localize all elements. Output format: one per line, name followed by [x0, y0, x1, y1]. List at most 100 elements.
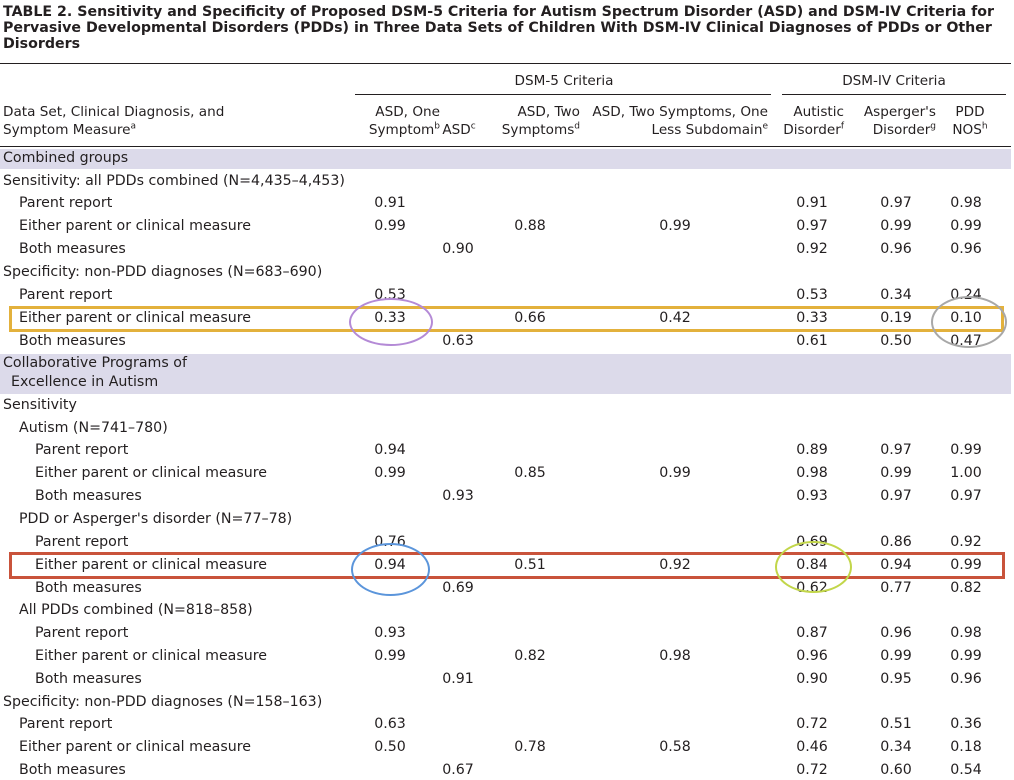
cell-autistic-disorder: 0.72 — [796, 762, 828, 778]
col-header-asd-two-symptoms-one-less-subdomain: Less Subdomaine — [651, 121, 768, 138]
cell-aspergers-disorder: 0.99 — [880, 218, 912, 234]
highlight-oval-green — [775, 541, 852, 593]
cell-asd: 0.69 — [442, 580, 474, 596]
cell-aspergers-disorder: 0.19 — [880, 310, 912, 326]
group-header-row — [0, 149, 1011, 169]
row-label: Both measures — [35, 580, 142, 596]
cell-pdd-nos: 0.18 — [950, 739, 982, 755]
section-label: Autism (N=741–780) — [19, 420, 168, 436]
cell-pdd-nos: 0.54 — [950, 762, 982, 778]
cell-pdd-nos: 0.99 — [950, 218, 982, 234]
cell-asd-one-symptom: 0.50 — [374, 739, 406, 755]
highlight-oval-purple — [349, 298, 433, 346]
cell-aspergers-disorder: 0.34 — [880, 739, 912, 755]
cell-autistic-disorder: 0.87 — [796, 625, 828, 641]
row-label: Either parent or clinical measure — [35, 648, 268, 664]
group-label-line2: Excellence in Autism — [11, 374, 159, 390]
cell-asd-two-symptoms-one-less-subdomain: 0.58 — [659, 739, 691, 755]
cell-autistic-disorder: 0.33 — [796, 310, 828, 326]
cell-asd-one-symptom: 0.99 — [374, 465, 406, 481]
cell-autistic-disorder: 0.98 — [796, 465, 828, 481]
header-bottom-rule — [0, 146, 1011, 147]
row-header-line1: Data Set, Clinical Diagnosis, and — [3, 104, 225, 120]
section-label: Sensitivity — [3, 397, 77, 413]
cell-pdd-nos: 0.99 — [950, 648, 982, 664]
cell-asd-two-symptoms: 0.51 — [514, 557, 546, 573]
cell-asd-one-symptom: 0.94 — [374, 442, 406, 458]
cell-asd-one-symptom: 0.99 — [374, 218, 406, 234]
cell-autistic-disorder: 0.97 — [796, 218, 828, 234]
cell-pdd-nos: 0.97 — [950, 488, 982, 504]
cell-asd-two-symptoms-one-less-subdomain: 0.98 — [659, 648, 691, 664]
cell-aspergers-disorder: 0.95 — [880, 671, 912, 687]
highlight-oval-gray — [931, 296, 1007, 348]
col-header-aspergers-disorder-line1: Asperger's — [863, 104, 936, 120]
cell-asd-two-symptoms-one-less-subdomain: 0.99 — [659, 218, 691, 234]
cell-aspergers-disorder: 0.94 — [880, 557, 912, 573]
cell-asd: 0.63 — [442, 333, 474, 349]
cell-autistic-disorder: 0.89 — [796, 442, 828, 458]
group-label: Combined groups — [3, 150, 129, 166]
col-header-aspergers-disorder: Disorderg — [872, 121, 936, 138]
cell-pdd-nos: 0.36 — [950, 716, 982, 732]
cell-pdd-nos: 0.98 — [950, 195, 982, 211]
col-header-autistic-disorder: Disorderf — [783, 121, 844, 138]
cell-autistic-disorder: 0.61 — [796, 333, 828, 349]
row-label: Parent report — [19, 716, 113, 732]
row-label: Parent report — [35, 534, 129, 550]
col-header-asd-one-symptom: Symptomb — [368, 121, 440, 138]
dsm4-underline — [782, 94, 1006, 95]
group-header-row — [0, 354, 1011, 394]
cell-asd-two-symptoms: 0.78 — [514, 739, 546, 755]
cell-asd-one-symptom: 0.93 — [374, 625, 406, 641]
row-label: Either parent or clinical measure — [19, 739, 252, 755]
cell-asd: 0.91 — [442, 671, 474, 687]
top-rule — [0, 63, 1011, 64]
cell-pdd-nos: 0.98 — [950, 625, 982, 641]
col-header-asd-two-symptoms-one-less-subdomain-line1: ASD, Two Symptoms, One — [592, 104, 768, 120]
section-label: Sensitivity: all PDDs combined (N=4,435–… — [3, 173, 345, 189]
row-label: Both measures — [35, 671, 142, 687]
cell-autistic-disorder: 0.96 — [796, 648, 828, 664]
cell-asd-one-symptom: 0.99 — [374, 648, 406, 664]
cell-autistic-disorder: 0.93 — [796, 488, 828, 504]
cell-pdd-nos: 0.92 — [950, 534, 982, 550]
table-title: TABLE 2. Sensitivity and Specificity of … — [3, 4, 995, 52]
cell-autistic-disorder: 0.91 — [796, 195, 828, 211]
row-header-line2: Symptom Measurea — [3, 121, 137, 138]
row-label: Either parent or clinical measure — [19, 218, 252, 234]
group-header-dsm5: DSM-5 Criteria — [514, 73, 614, 89]
cell-asd-two-symptoms-one-less-subdomain: 0.92 — [659, 557, 691, 573]
cell-asd-two-symptoms: 0.66 — [514, 310, 546, 326]
cell-asd-one-symptom: 0.63 — [374, 716, 406, 732]
row-label: Both measures — [19, 333, 126, 349]
cell-pdd-nos: 0.99 — [950, 557, 982, 573]
cell-aspergers-disorder: 0.99 — [880, 648, 912, 664]
col-header-autistic-disorder-line1: Autistic — [793, 104, 844, 120]
row-label: Either parent or clinical measure — [35, 465, 268, 481]
row-label: Parent report — [19, 195, 113, 211]
col-header-asd-one-symptom-line1: ASD, One — [375, 104, 440, 120]
row-label: Both measures — [35, 488, 142, 504]
cell-aspergers-disorder: 0.50 — [880, 333, 912, 349]
col-header-pdd-nos-line1: PDD — [955, 104, 985, 120]
cell-pdd-nos: 0.96 — [950, 671, 982, 687]
cell-aspergers-disorder: 0.34 — [880, 287, 912, 303]
section-label: PDD or Asperger's disorder (N=77–78) — [19, 511, 293, 527]
cell-pdd-nos: 0.82 — [950, 580, 982, 596]
row-label: Parent report — [19, 287, 113, 303]
col-header-asd: ASDc — [442, 121, 476, 138]
cell-aspergers-disorder: 0.77 — [880, 580, 912, 596]
section-label: All PDDs combined (N=818–858) — [19, 602, 253, 618]
cell-asd-two-symptoms-one-less-subdomain: 0.99 — [659, 465, 691, 481]
cell-pdd-nos: 0.96 — [950, 241, 982, 257]
cell-asd: 0.67 — [442, 762, 474, 778]
row-label: Either parent or clinical measure — [35, 557, 268, 573]
cell-aspergers-disorder: 0.97 — [880, 442, 912, 458]
highlight-oval-blue — [351, 543, 430, 596]
cell-aspergers-disorder: 0.97 — [880, 488, 912, 504]
cell-aspergers-disorder: 0.60 — [880, 762, 912, 778]
cell-asd: 0.90 — [442, 241, 474, 257]
highlight-rect-gold — [9, 306, 1004, 332]
row-label: Both measures — [19, 762, 126, 778]
